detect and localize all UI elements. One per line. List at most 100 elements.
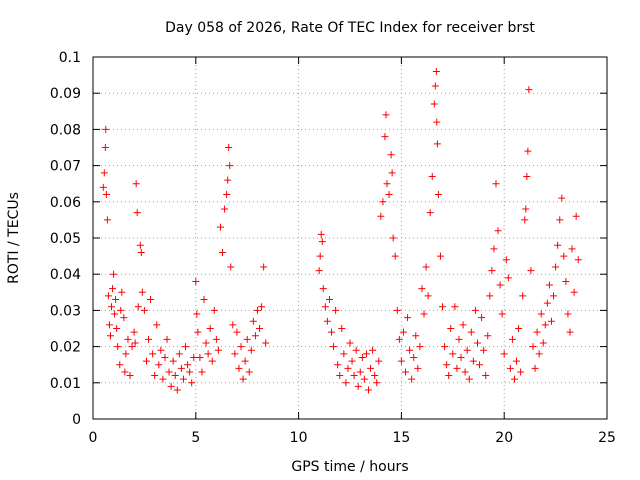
data-point	[457, 353, 465, 361]
x-tick-label: 0	[89, 430, 98, 446]
data-point	[433, 118, 441, 126]
data-point	[112, 296, 120, 304]
data-point	[167, 382, 175, 390]
y-tick-label: 0.04	[50, 267, 81, 283]
data-point	[348, 357, 356, 365]
x-tick-label: 25	[598, 430, 616, 446]
data-point	[262, 339, 270, 347]
data-point	[480, 346, 488, 354]
y-tick-label: 0.06	[50, 195, 81, 211]
data-point	[338, 325, 346, 332]
data-point	[410, 353, 418, 361]
data-point	[406, 346, 414, 354]
data-point	[570, 288, 578, 296]
data-point	[235, 364, 243, 372]
data-point	[249, 317, 257, 325]
data-point	[404, 314, 412, 322]
data-point	[216, 223, 224, 231]
data-point	[179, 375, 187, 383]
data-point	[169, 357, 177, 365]
data-point	[175, 350, 183, 358]
data-point	[137, 248, 145, 256]
y-tick-label: 0.03	[50, 303, 81, 319]
data-point	[332, 306, 340, 314]
data-point	[237, 343, 245, 351]
data-point	[204, 350, 212, 358]
data-point	[210, 306, 218, 314]
data-point	[260, 263, 268, 271]
data-point	[358, 353, 366, 361]
axis-ticks	[92, 56, 608, 420]
data-point	[391, 252, 399, 260]
data-point	[492, 180, 500, 188]
data-point	[245, 368, 253, 376]
data-point	[379, 198, 387, 206]
data-point	[130, 328, 138, 336]
data-point	[367, 364, 375, 372]
x-tick-label: 5	[191, 430, 200, 446]
data-point	[478, 314, 486, 322]
data-point	[513, 357, 521, 365]
data-point	[315, 267, 323, 275]
data-point	[163, 335, 171, 343]
data-point	[121, 368, 129, 376]
data-point	[420, 310, 428, 318]
data-point	[103, 216, 111, 224]
data-point	[488, 267, 496, 275]
data-point	[494, 227, 502, 235]
data-point	[108, 303, 116, 311]
x-axis-label: GPS time / hours	[291, 459, 408, 475]
data-point	[362, 350, 370, 358]
data-point	[431, 82, 439, 90]
data-point	[375, 357, 383, 365]
data-point	[233, 328, 241, 336]
data-point	[568, 245, 576, 253]
data-point	[229, 321, 237, 329]
data-point	[439, 303, 447, 311]
data-point	[131, 339, 139, 347]
data-point	[171, 372, 179, 380]
data-point	[239, 375, 247, 383]
data-point	[194, 328, 202, 336]
data-point	[418, 285, 426, 293]
data-point	[552, 263, 560, 271]
data-point	[138, 288, 146, 296]
data-point	[443, 361, 451, 369]
data-point	[560, 252, 568, 260]
data-point	[323, 317, 331, 325]
data-point	[543, 299, 551, 307]
data-point	[153, 321, 161, 329]
data-point	[434, 191, 442, 199]
data-point	[463, 346, 471, 354]
data-point	[184, 361, 192, 369]
data-point	[350, 372, 358, 380]
data-point	[455, 335, 463, 343]
data-point	[414, 364, 422, 372]
data-point	[451, 303, 459, 311]
data-point	[325, 296, 333, 304]
data-point	[550, 292, 558, 300]
data-point	[258, 303, 266, 311]
data-point	[525, 86, 533, 94]
data-point	[381, 133, 389, 141]
data-point	[122, 350, 130, 358]
data-point	[574, 256, 582, 264]
data-point	[340, 350, 348, 358]
data-point	[465, 375, 473, 383]
data-point	[140, 306, 148, 314]
data-point	[251, 332, 259, 340]
data-point	[500, 350, 508, 358]
data-point	[373, 379, 381, 387]
data-point	[393, 306, 401, 314]
data-point	[241, 357, 249, 365]
data-point	[432, 67, 440, 75]
data-point	[243, 335, 251, 343]
data-point	[416, 343, 424, 351]
data-point	[428, 172, 436, 180]
data-point	[219, 248, 227, 256]
data-point	[126, 372, 134, 380]
data-point	[202, 339, 210, 347]
data-point	[397, 357, 405, 365]
data-point	[539, 339, 547, 347]
data-point	[436, 252, 444, 260]
